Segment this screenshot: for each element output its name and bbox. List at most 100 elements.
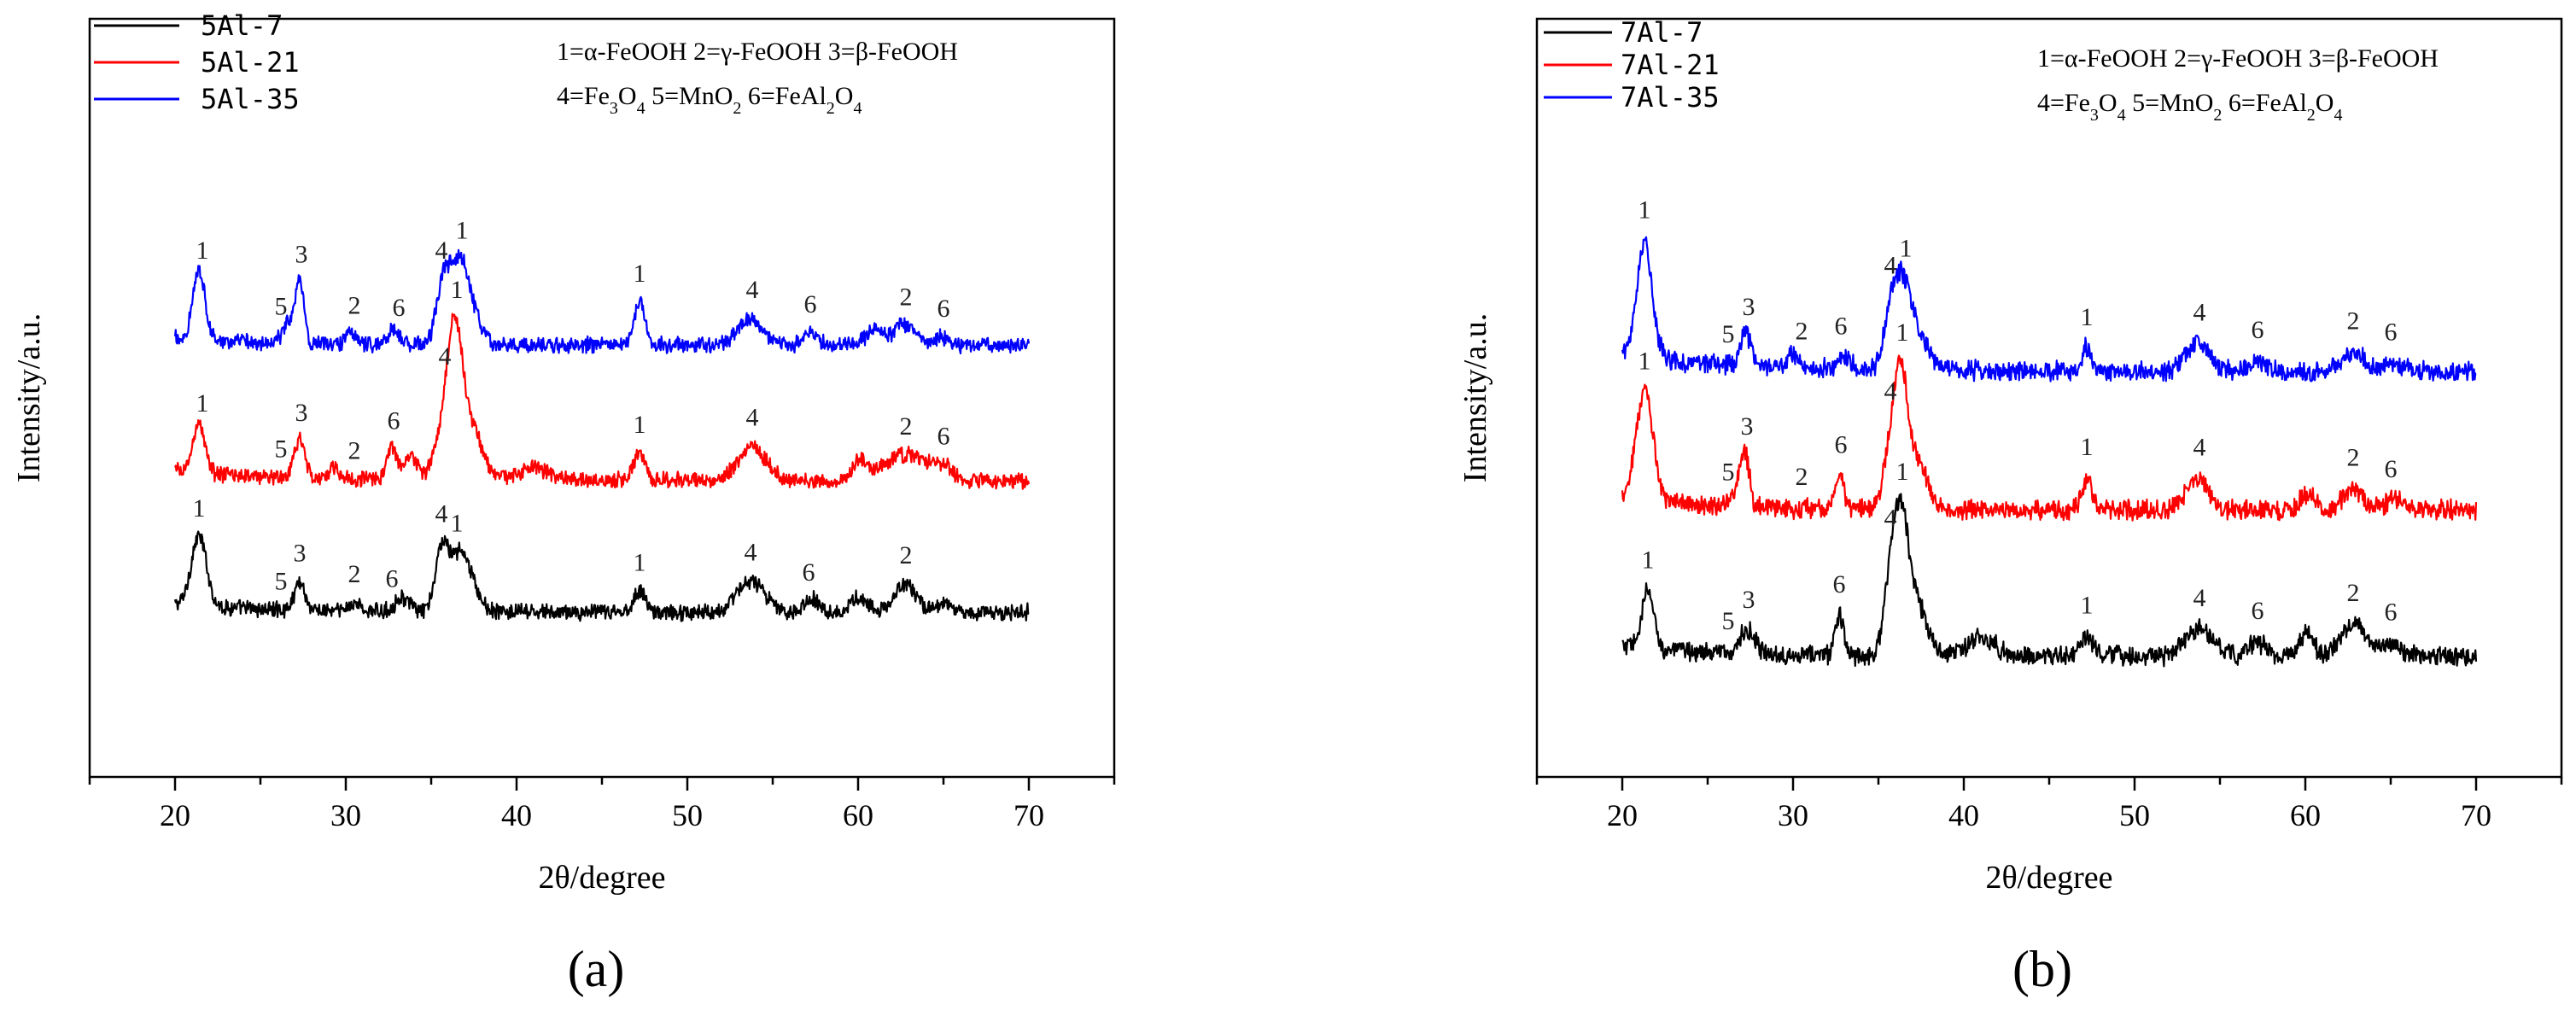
series-line-7al-21 (1621, 354, 2478, 522)
peak-label: 5 (275, 435, 288, 464)
peak-label: 4 (435, 236, 448, 265)
peak-label: 2 (2347, 579, 2360, 607)
x-tick-label: 40 (1948, 798, 1979, 832)
peak-label: 4 (2193, 584, 2206, 612)
x-tick-label: 60 (2290, 798, 2321, 832)
peak-label: 6 (2252, 316, 2264, 344)
peak-label: 1 (1900, 234, 1913, 262)
peak-label: 6 (1833, 570, 1846, 599)
panel-a-label: (a) (568, 941, 625, 997)
peak-label: 1 (2081, 303, 2094, 331)
peak-label: 3 (1743, 586, 1755, 614)
peak-label: 2 (2347, 444, 2360, 472)
peak-label: 2 (900, 283, 913, 312)
panel-a-phase-key-line1: 1=α-FeOOH 2=γ-FeOOH 3=β-FeOOH (557, 38, 958, 66)
peak-label: 4 (746, 276, 759, 304)
peak-label: 2 (900, 412, 913, 441)
peak-label: 2 (348, 560, 361, 588)
peak-label: 4 (439, 342, 452, 371)
panel-b-phase-key-line1: 1=α-FeOOH 2=γ-FeOOH 3=β-FeOOH (2037, 44, 2439, 73)
panel-b-phase-key-line2: 4=Fe3O4 5=MnO2 6=FeAl2O4 (2037, 89, 2342, 125)
peak-label: 1 (634, 548, 646, 576)
peak-label: 4 (1884, 505, 1897, 533)
peak-label: 6 (938, 422, 950, 450)
peak-label: 6 (938, 295, 950, 323)
legend-label: 5Al-21 (201, 46, 300, 79)
peak-label: 6 (803, 558, 815, 587)
peak-label: 5 (275, 293, 288, 321)
peak-label: 5 (1722, 320, 1735, 348)
x-tick-label: 50 (2119, 798, 2150, 832)
legend-label: 5Al-7 (201, 9, 283, 42)
panel-a-y-axis-title: Intensity/a.u. (11, 313, 47, 482)
peak-label: 5 (1722, 458, 1735, 487)
peak-label: 6 (2385, 599, 2398, 627)
peak-label: 3 (1743, 293, 1755, 321)
peak-label: 2 (348, 292, 361, 320)
peak-label: 4 (1884, 252, 1897, 280)
x-tick-label: 20 (160, 798, 190, 832)
peak-label: 1 (634, 411, 646, 439)
panel-a-legend: 5Al-7 5Al-21 5Al-35 (94, 9, 300, 115)
peak-label: 1 (451, 276, 464, 304)
x-tick-label: 30 (330, 798, 361, 832)
legend-label: 7Al-7 (1621, 16, 1703, 49)
peak-label: 4 (435, 499, 448, 528)
peak-label: 1 (1896, 318, 1909, 347)
peak-label: 1 (2081, 591, 2094, 619)
legend-label: 5Al-35 (201, 83, 300, 115)
panel-b-plot-frame (1535, 17, 2563, 779)
peak-label: 2 (900, 541, 913, 569)
peak-label: 6 (388, 406, 400, 435)
peak-label: 1 (634, 260, 646, 288)
peak-label: 1 (451, 510, 464, 538)
x-tick-label: 50 (672, 798, 703, 832)
peak-label: 6 (1835, 430, 1848, 458)
peak-label: 1 (1638, 196, 1651, 224)
peak-label: 6 (2385, 318, 2398, 347)
peak-label: 1 (456, 217, 469, 245)
peak-label: 4 (2193, 298, 2206, 326)
peak-label: 5 (275, 568, 288, 596)
peak-label: 1 (196, 389, 209, 417)
x-tick-label: 30 (1778, 798, 1808, 832)
peak-label: 4 (2193, 433, 2206, 461)
series-line-7al-7 (1621, 493, 2478, 668)
peak-label: 5 (1722, 607, 1735, 635)
x-tick-label: 70 (1013, 798, 1044, 832)
peak-label: 2 (2347, 307, 2360, 336)
peak-label: 3 (295, 241, 308, 269)
peak-label: 3 (1741, 412, 1754, 441)
legend-label: 7Al-21 (1621, 49, 1720, 81)
peak-label: 3 (294, 539, 307, 567)
x-tick-label: 60 (843, 798, 873, 832)
peak-label: 1 (2081, 433, 2094, 461)
series-line-5al-7 (173, 530, 1030, 622)
panel-a-plot-frame (88, 17, 1116, 779)
panel-a-x-axis-title: 2θ/degree (538, 860, 665, 896)
peak-label: 1 (193, 494, 206, 523)
peak-label: 2 (1796, 317, 1808, 345)
panel-b-label: (b) (2012, 941, 2072, 997)
peak-label: 3 (295, 399, 308, 427)
panel-b-chart: 2θ/degree Intensity/a.u. 20 30 40 50 60 70 1 5… (1457, 16, 2563, 997)
peak-label: 6 (393, 294, 406, 322)
peak-label: 6 (804, 290, 817, 318)
panel-a-chart: 2θ/degree Intensity/a.u. 20 30 40 50 60 70 1 5… (11, 9, 1116, 997)
panel-a-x-ticks: 20 30 40 50 60 70 (88, 777, 1116, 832)
peak-label: 1 (1638, 347, 1651, 376)
x-tick-label: 20 (1607, 798, 1638, 832)
x-tick-label: 40 (501, 798, 532, 832)
panel-b-x-ticks: 20 30 40 50 60 70 (1535, 777, 2563, 832)
peak-label: 1 (196, 236, 209, 265)
panel-a-series (173, 248, 1031, 622)
peak-label: 6 (1835, 312, 1848, 340)
series-line-5al-35 (173, 248, 1031, 355)
series-line-7al-35 (1621, 236, 2477, 382)
series-line-5al-21 (173, 312, 1031, 490)
peak-label: 4 (1884, 377, 1897, 406)
panel-b-series (1621, 236, 2478, 668)
